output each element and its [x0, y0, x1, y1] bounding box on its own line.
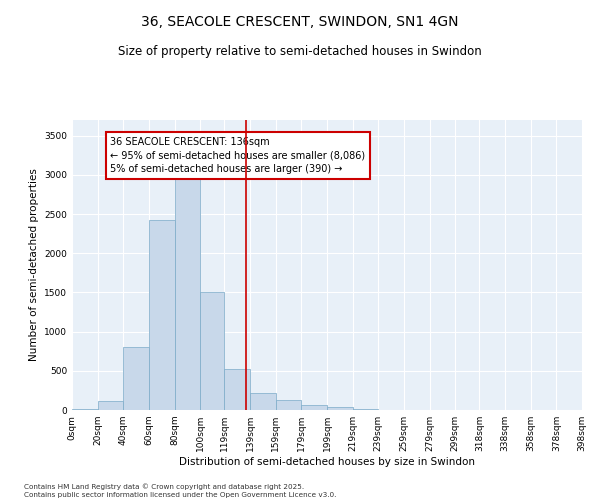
Bar [149, 220, 175, 410]
Bar [123, 348, 149, 410]
Text: Size of property relative to semi-detached houses in Swindon: Size of property relative to semi-detach… [118, 45, 482, 58]
Text: 36, SEACOLE CRESCENT, SWINDON, SN1 4GN: 36, SEACOLE CRESCENT, SWINDON, SN1 4GN [141, 15, 459, 29]
Bar [200, 292, 224, 410]
Bar [250, 393, 276, 410]
X-axis label: Distribution of semi-detached houses by size in Swindon: Distribution of semi-detached houses by … [179, 457, 475, 467]
Bar [276, 400, 301, 410]
Text: 36 SEACOLE CRESCENT: 136sqm
← 95% of semi-detached houses are smaller (8,086)
5%: 36 SEACOLE CRESCENT: 136sqm ← 95% of sem… [110, 137, 365, 173]
Bar [175, 175, 200, 410]
Bar [327, 407, 353, 410]
Bar [224, 369, 250, 410]
Bar [72, 409, 98, 410]
Bar [353, 409, 378, 410]
Bar [301, 404, 327, 410]
Text: Contains HM Land Registry data © Crown copyright and database right 2025.
Contai: Contains HM Land Registry data © Crown c… [24, 484, 337, 498]
Bar [98, 402, 123, 410]
Y-axis label: Number of semi-detached properties: Number of semi-detached properties [29, 168, 38, 362]
